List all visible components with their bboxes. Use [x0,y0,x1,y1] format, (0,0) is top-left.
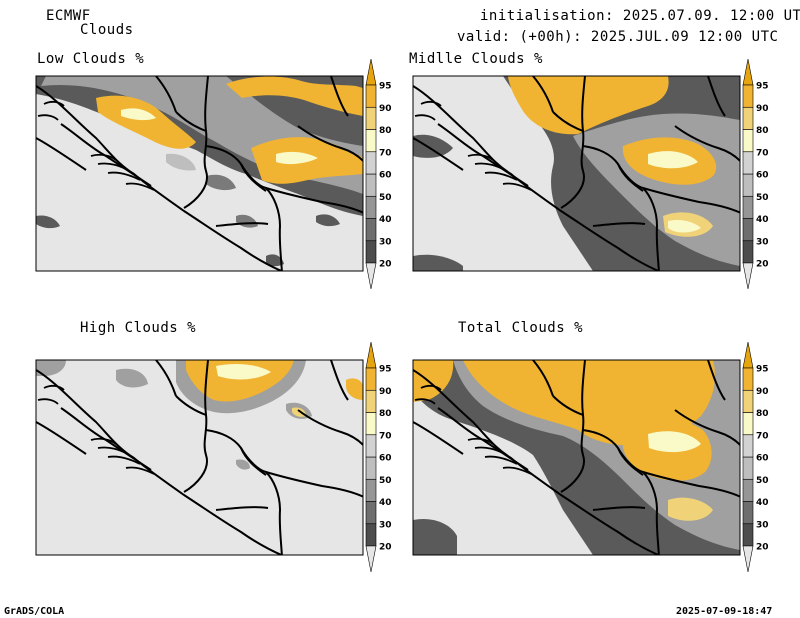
colorbar-segment [365,367,377,391]
colorbar-label: 30 [756,237,769,247]
colorbar-segment [365,84,377,108]
product-name: Clouds [80,22,134,38]
colorbar-segment [742,218,754,242]
colorbar-arrow-bottom [742,545,754,573]
colorbar-arrow-top [365,341,377,369]
initialisation-time: initialisation: 2025.07.09. 12:00 UTC [480,8,800,24]
colorbar-segment [742,106,754,130]
colorbar-segment [365,501,377,525]
colorbar-arrow-bottom [742,262,754,290]
panel-title-total: Total Clouds % [458,320,584,336]
colorbar-segment [742,389,754,413]
colorbar-segment [742,173,754,197]
colorbar-label: 60 [379,171,392,181]
colorbar-label: 70 [379,431,392,441]
colorbar-label: 20 [379,543,392,553]
colorbar-arrow-top [742,341,754,369]
colorbar-label: 90 [756,104,769,114]
colorbar-segment [742,129,754,153]
colorbar-label: 80 [379,409,392,419]
colorbar-label: 40 [379,498,392,508]
colorbar-segment [742,523,754,547]
colorbar-arrow-bottom [365,262,377,290]
colorbar-label: 70 [756,148,769,158]
colorbar-label: 90 [379,387,392,397]
colorbar-segment [365,434,377,458]
panel-title-low: Low Clouds % [37,51,145,67]
colorbar-total: 20 30 40 50 60 70 80 90 95 [742,341,769,573]
map-total-clouds [412,359,741,556]
colorbar-label: 30 [756,520,769,530]
colorbar-label: 20 [756,260,769,270]
colorbar-segment [365,389,377,413]
colorbar-segment [742,84,754,108]
colorbar-segment [365,195,377,219]
colorbar-label: 95 [379,82,392,92]
footer-software: GrADS/COLA [4,606,65,617]
colorbar-segment [742,456,754,480]
colorbar-label: 95 [379,365,392,375]
footer-timestamp: 2025-07-09-18:47 [676,606,773,617]
map-high-clouds [35,359,364,556]
colorbar-segment [365,106,377,130]
colorbar-label: 80 [756,126,769,136]
colorbar-segment [365,456,377,480]
colorbar-segment [742,434,754,458]
valid-time: valid: (+00h): 2025.JUL.09 12:00 UTC [457,29,779,45]
colorbar-label: 50 [379,476,392,486]
colorbar-label: 20 [756,543,769,553]
colorbar-segment [365,478,377,502]
colorbar-segment [742,367,754,391]
colorbar-arrow-top [365,58,377,86]
colorbar-segment [365,218,377,242]
colorbar-arrow-top [742,58,754,86]
colorbar-segment [365,151,377,175]
colorbar-segment [742,478,754,502]
colorbar-low: 20 30 40 50 60 70 80 90 95 [365,58,392,290]
colorbar-label: 40 [756,498,769,508]
map-middle-clouds [412,75,741,272]
colorbar-label: 30 [379,237,392,247]
colorbar-label: 90 [379,104,392,114]
map-low-clouds [35,75,364,272]
colorbar-middle: 20 30 40 50 60 70 80 90 95 [742,58,769,290]
colorbar-segment [742,501,754,525]
colorbar-label: 40 [756,215,769,225]
colorbar-label: 40 [379,215,392,225]
colorbar-arrow-bottom [365,545,377,573]
panel-title-high: High Clouds % [80,320,197,336]
colorbar-label: 30 [379,520,392,530]
colorbar-label: 60 [756,171,769,181]
colorbar-high: 20 30 40 50 60 70 80 90 95 [365,341,392,573]
colorbar-label: 50 [379,193,392,203]
panel-title-middle: Midlle Clouds % [409,51,543,67]
colorbar-segment [365,240,377,264]
colorbar-segment [742,412,754,436]
colorbar-label: 20 [379,260,392,270]
colorbar-label: 70 [379,148,392,158]
colorbar-label: 95 [756,82,769,92]
colorbar-segment [742,151,754,175]
colorbar-segment [365,523,377,547]
colorbar-label: 50 [756,193,769,203]
colorbar-label: 80 [756,409,769,419]
colorbar-label: 50 [756,476,769,486]
model-name: ECMWF [46,8,91,24]
colorbar-segment [365,129,377,153]
colorbar-segment [742,195,754,219]
colorbar-segment [742,240,754,264]
colorbar-segment [365,173,377,197]
colorbar-label: 70 [756,431,769,441]
colorbar-label: 60 [379,454,392,464]
colorbar-label: 90 [756,387,769,397]
colorbar-label: 60 [756,454,769,464]
colorbar-label: 95 [756,365,769,375]
colorbar-label: 80 [379,126,392,136]
colorbar-segment [365,412,377,436]
